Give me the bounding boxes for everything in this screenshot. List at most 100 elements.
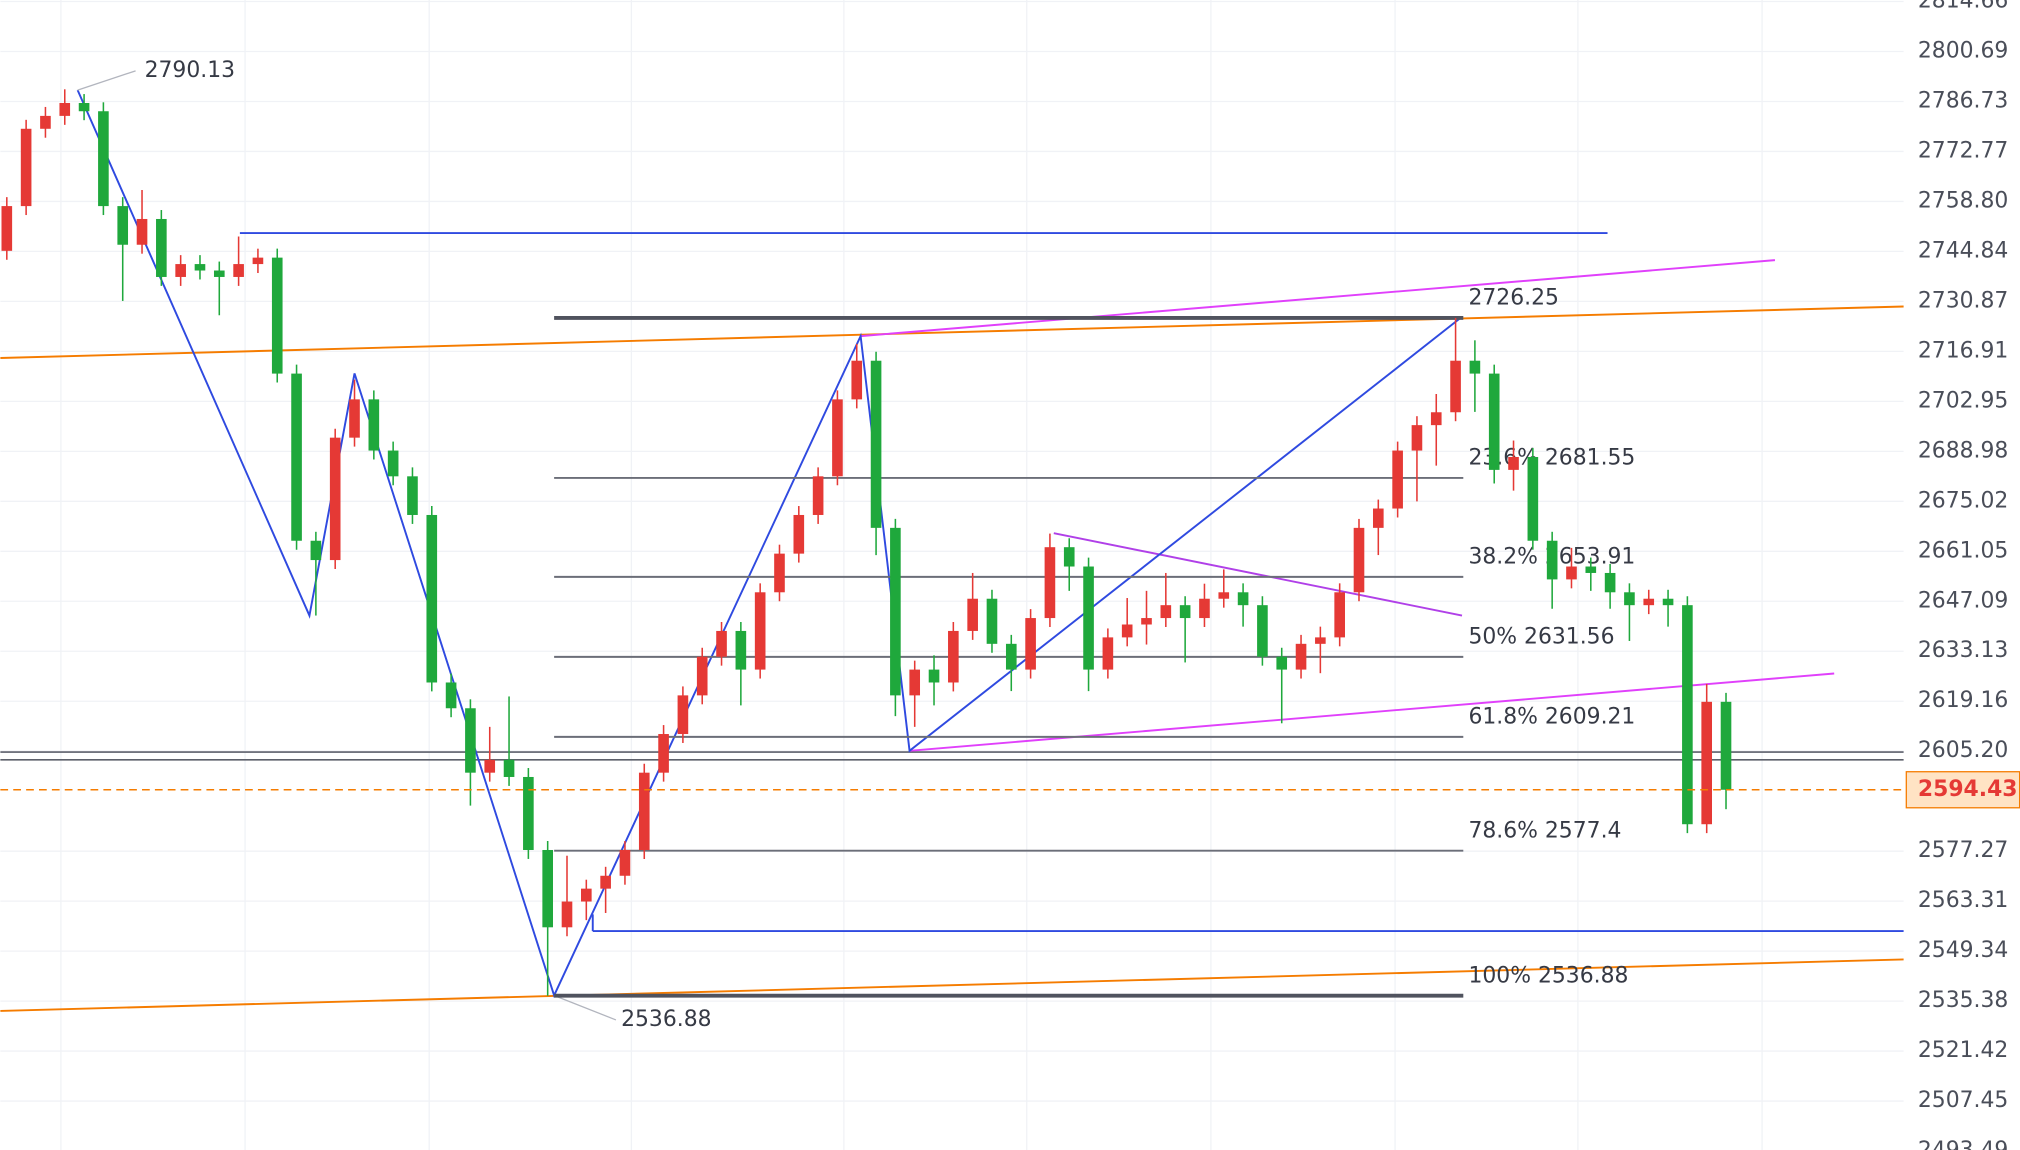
candle-body — [523, 776, 534, 850]
y-tick-label: 2549.34 — [1918, 938, 2008, 963]
candle-body — [1411, 425, 1423, 451]
last-price-label: 2594.43 — [1918, 777, 2018, 802]
candle-body — [484, 759, 496, 773]
y-tick-label: 2577.27 — [1918, 838, 2008, 863]
candle-body — [175, 264, 186, 277]
candle-body — [619, 849, 631, 876]
candle-body — [310, 540, 322, 561]
candle-body — [696, 656, 708, 696]
fib-label: 2726.25 — [1468, 286, 1558, 311]
candle-body — [78, 103, 90, 112]
y-tick-label: 2647.09 — [1918, 588, 2008, 613]
candle-body — [1353, 527, 1365, 593]
y-tick-label: 2521.42 — [1918, 1038, 2008, 1063]
candle-body — [407, 476, 418, 515]
y-tick-label: 2493.49 — [1918, 1138, 2008, 1150]
candle-body — [349, 399, 360, 438]
price-axis: 2814.66 2800.69 2786.73 2772.77 2758.80 2744.… — [1903, 0, 2020, 1150]
candle-body — [793, 514, 805, 554]
candle-body — [252, 257, 264, 265]
candle-body — [59, 103, 71, 116]
y-tick-label: 2563.31 — [1918, 888, 2008, 913]
candle-body — [870, 360, 882, 528]
candle-body — [812, 476, 824, 515]
candle-body — [581, 888, 592, 902]
candle-body — [716, 630, 727, 657]
candle-body — [194, 264, 206, 271]
last-price-box — [1905, 771, 2020, 809]
candle-body — [271, 257, 283, 374]
candle-body — [1662, 598, 1674, 606]
y-tick-label: 2800.69 — [1918, 39, 2008, 64]
y-tick-label: 2758.80 — [1918, 188, 2008, 213]
candle-body — [754, 592, 766, 670]
candle-body — [638, 772, 650, 850]
trend-line — [1053, 532, 1463, 617]
y-tick-label: 2507.45 — [1918, 1088, 2008, 1113]
candle-body — [1199, 598, 1210, 619]
y-tick-label: 2619.16 — [1918, 688, 2008, 713]
candle-body — [1005, 643, 1017, 670]
candle-body — [98, 111, 109, 207]
grid — [0, 0, 1904, 1150]
candle-body — [658, 734, 669, 773]
candle-body — [967, 598, 978, 631]
candle-body — [156, 218, 167, 277]
candle-body — [1315, 637, 1326, 644]
candle-body — [851, 360, 863, 400]
candle-body — [1682, 605, 1693, 825]
candle-body — [1276, 656, 1288, 670]
candle-body — [1257, 605, 1268, 657]
candle-body — [1469, 360, 1481, 374]
candle-body — [213, 270, 225, 277]
candle-body — [1566, 566, 1577, 580]
candle-body — [1334, 592, 1345, 638]
candle-body — [948, 630, 959, 683]
trend-line — [0, 958, 1904, 1012]
fib-label: 100% 2536.88 — [1468, 963, 1628, 988]
candle-body — [1179, 605, 1191, 619]
candle-body — [1063, 547, 1075, 567]
candle-body — [1237, 592, 1249, 606]
trend-line — [0, 305, 1904, 359]
candle-body — [1083, 566, 1094, 670]
candle-body — [426, 514, 438, 683]
last-price-tag: 2594.43 — [1905, 771, 2020, 809]
candle-body — [1372, 508, 1384, 528]
candle-body — [1450, 360, 1461, 413]
y-tick-label: 2772.77 — [1918, 138, 2008, 163]
y-tick-label: 2814.66 — [1918, 0, 2008, 14]
pivot-leader — [77, 70, 136, 91]
y-tick-label: 2633.13 — [1918, 638, 2008, 663]
drawings — [0, 70, 1904, 1021]
y-tick-label: 2730.87 — [1918, 288, 2008, 313]
candle-body — [20, 128, 32, 207]
candle-body — [735, 630, 747, 670]
candle-body — [329, 437, 341, 561]
fib-label: 78.6% 2577.4 — [1468, 818, 1621, 843]
candles — [1, 89, 1732, 996]
candle-body — [1604, 572, 1616, 593]
candle-body — [1643, 598, 1655, 606]
pivot-high-label: 2790.13 — [145, 58, 235, 83]
candle-body — [1720, 701, 1732, 790]
candle-body — [1121, 624, 1133, 638]
fib-label: 61.8% 2609.21 — [1468, 705, 1635, 730]
candle-body — [909, 669, 921, 696]
candle-body — [1141, 618, 1152, 625]
candle-body — [774, 553, 785, 593]
candle-body — [1218, 592, 1230, 599]
y-tick-label: 2786.73 — [1918, 88, 2008, 113]
candle-body — [1488, 373, 1500, 470]
candle-body — [465, 708, 476, 773]
candle-body — [1508, 456, 1519, 470]
y-tick-label: 2675.02 — [1918, 488, 2008, 513]
y-tick-label: 2702.95 — [1918, 388, 2008, 413]
candle-body — [1527, 456, 1539, 541]
candle-body — [1430, 412, 1442, 426]
trend-line — [860, 259, 1776, 338]
y-tick-label: 2716.91 — [1918, 338, 2008, 363]
y-tick-label: 2744.84 — [1918, 238, 2008, 263]
candle-body — [1160, 605, 1172, 619]
